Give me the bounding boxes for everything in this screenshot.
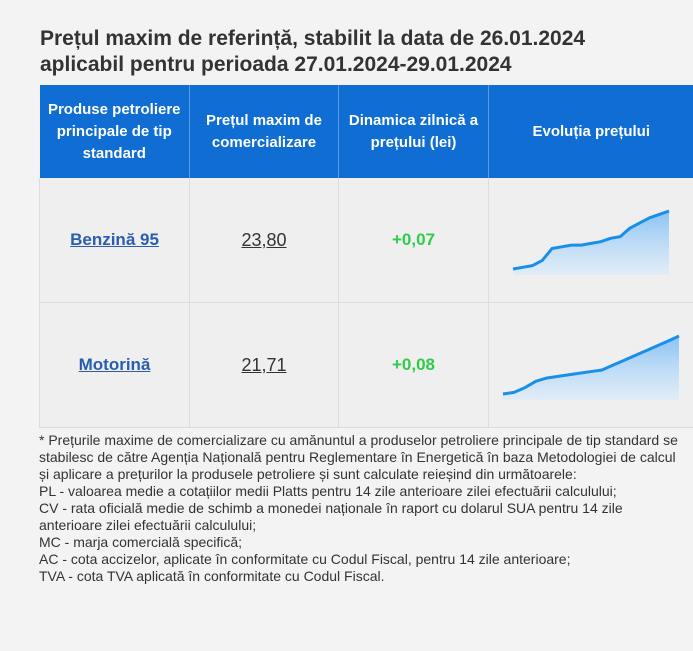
- price-table: Produse petroliere principale de tip sta…: [39, 85, 693, 428]
- price-cell: 23,80: [189, 178, 339, 303]
- sparkline-area: [503, 336, 680, 400]
- footnote-intro: * Prețurile maxime de comercializare cu …: [39, 432, 678, 482]
- column-header-product: Produse petroliere principale de tip sta…: [39, 85, 190, 178]
- trend-sparkline-benzina: [512, 209, 670, 275]
- column-header-price: Prețul maxim de comercializare: [189, 85, 339, 178]
- trend-cell: [488, 178, 693, 303]
- trend-sparkline-motorina: [503, 334, 680, 400]
- footnote-mc: MC - marja comercială specifică;: [39, 534, 243, 550]
- footnote-cv: CV - rata oficială medie de schimb a mon…: [39, 500, 623, 533]
- footnote-ac: AC - cota accizelor, aplicate în conform…: [39, 551, 571, 567]
- sparkline-area: [513, 211, 670, 275]
- trend-cell: [488, 302, 693, 428]
- price-delta: +0,08: [391, 355, 435, 374]
- footnotes: * Prețurile maxime de comercializare cu …: [39, 432, 689, 585]
- table-header-row: Produse petroliere principale de tip sta…: [39, 85, 693, 178]
- footnote-pl: PL - valoarea medie a cotațiilor medii P…: [39, 483, 617, 499]
- column-header-delta: Dinamica zilnică a prețului (lei): [338, 85, 489, 178]
- column-header-trend: Evoluția prețului: [488, 85, 693, 178]
- footnote-tva: TVA - cota TVA aplicată în conformitate …: [39, 568, 385, 584]
- product-link-motorina[interactable]: Motorină: [78, 355, 151, 374]
- price-delta: +0,07: [391, 230, 435, 249]
- price-cell: 21,71: [189, 302, 339, 428]
- table-row: Benzină 95 23,80 +0,07: [39, 178, 693, 303]
- product-link-benzina-95[interactable]: Benzină 95: [70, 230, 159, 249]
- delta-cell: +0,07: [338, 178, 489, 303]
- title-line-1: Prețul maxim de referință, stabilit la d…: [40, 27, 586, 50]
- price-value[interactable]: 21,71: [241, 354, 287, 375]
- sparkline-line: [503, 334, 680, 396]
- title-line-2: aplicabil pentru perioada 27.01.2024-29.…: [40, 53, 512, 76]
- product-cell: Motorină: [39, 302, 190, 428]
- delta-cell: +0,08: [338, 302, 489, 428]
- page-title: Prețul maxim de referință, stabilit la d…: [40, 26, 680, 78]
- sparkline-line: [512, 209, 670, 271]
- table-row: Motorină 21,71 +0,08: [39, 302, 693, 428]
- price-value[interactable]: 23,80: [241, 229, 287, 250]
- product-cell: Benzină 95: [39, 178, 190, 303]
